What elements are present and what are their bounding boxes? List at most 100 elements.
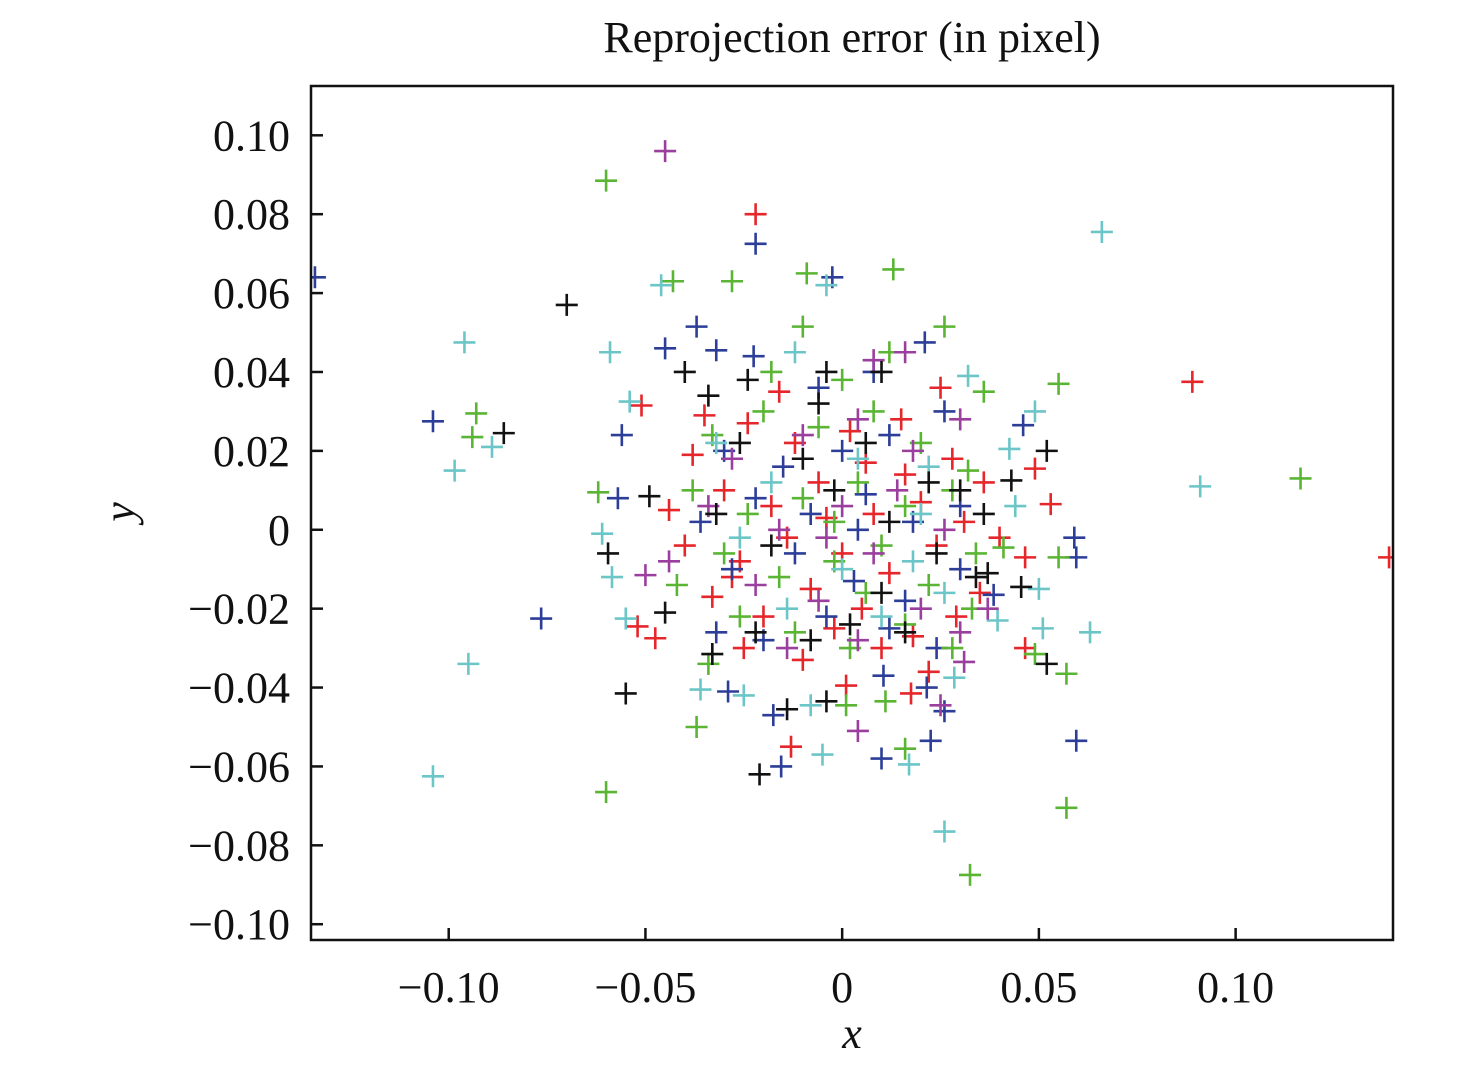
data-point — [713, 542, 736, 565]
data-point — [807, 471, 830, 494]
data-point — [744, 621, 767, 644]
data-point — [744, 573, 767, 596]
data-point — [846, 629, 869, 652]
data-point — [752, 605, 775, 628]
data-point — [972, 502, 995, 525]
data-point — [654, 337, 677, 360]
chart-title: Reprojection error (in pixel) — [603, 13, 1100, 62]
data-point — [915, 676, 938, 699]
data-point — [811, 743, 834, 766]
data-point — [913, 331, 936, 354]
data-point — [862, 349, 885, 372]
data-point — [697, 652, 720, 675]
data-point — [693, 404, 716, 427]
data-point — [949, 621, 972, 644]
data-point — [742, 345, 765, 368]
data-point — [982, 583, 1005, 606]
data-point — [728, 431, 751, 454]
data-point — [776, 698, 799, 721]
data-point — [1004, 495, 1027, 518]
data-point — [768, 518, 791, 541]
data-point — [1090, 220, 1113, 243]
data-point — [1000, 469, 1023, 492]
data-point — [780, 735, 803, 758]
data-point — [898, 753, 921, 776]
data-point — [894, 621, 917, 644]
data-point — [768, 380, 791, 403]
data-point — [614, 682, 637, 705]
data-point — [831, 439, 854, 462]
data-point — [595, 169, 618, 192]
x-axis-label: x — [841, 1009, 862, 1058]
data-point — [900, 682, 923, 705]
data-point — [1014, 637, 1037, 660]
data-point — [976, 597, 999, 620]
series-red — [626, 203, 1393, 758]
y-tick-label: −0.04 — [188, 664, 290, 713]
data-point — [831, 495, 854, 518]
data-point — [894, 589, 917, 612]
data-point — [823, 510, 846, 533]
x-tick-label: −0.05 — [595, 963, 697, 1012]
data-point — [815, 274, 838, 297]
data-point — [770, 755, 793, 778]
data-point — [823, 617, 846, 640]
data-point — [878, 617, 901, 640]
data-point — [701, 643, 724, 666]
data-point — [634, 564, 657, 587]
data-point — [685, 315, 708, 338]
data-point — [713, 479, 736, 502]
data-point — [957, 364, 980, 387]
data-point — [728, 526, 751, 549]
data-point — [1063, 526, 1086, 549]
data-point — [878, 562, 901, 585]
y-tick-label: 0.04 — [213, 348, 290, 397]
data-point — [929, 376, 952, 399]
data-point — [654, 140, 677, 163]
data-point — [791, 424, 814, 447]
data-point — [846, 447, 869, 470]
data-point — [846, 471, 869, 494]
data-point — [600, 566, 623, 589]
data-point — [791, 487, 814, 510]
data-point — [846, 408, 869, 431]
y-tick-label: −0.02 — [188, 585, 290, 634]
data-point — [311, 266, 326, 289]
data-point — [842, 570, 865, 593]
data-point — [933, 700, 956, 723]
data-point — [949, 408, 972, 431]
data-point — [839, 613, 862, 636]
data-point — [630, 394, 653, 417]
data-point — [799, 629, 822, 652]
data-point — [661, 270, 684, 293]
data-point — [597, 542, 620, 565]
data-point — [1055, 796, 1078, 819]
data-point — [815, 690, 838, 713]
data-point — [933, 820, 956, 843]
data-point — [736, 368, 759, 391]
data-point — [736, 502, 759, 525]
data-point — [1065, 729, 1088, 752]
data-point — [599, 341, 622, 364]
data-point — [968, 581, 991, 604]
data-point — [681, 479, 704, 502]
data-point — [744, 232, 767, 255]
y-axis-label: y — [95, 502, 144, 526]
data-point — [705, 431, 728, 454]
data-points — [311, 140, 1393, 886]
data-point — [953, 650, 976, 673]
data-point — [949, 479, 972, 502]
data-point — [1014, 546, 1037, 569]
data-point — [850, 597, 873, 620]
data-point — [894, 737, 917, 760]
data-point — [673, 534, 696, 557]
data-point — [744, 487, 767, 510]
y-tick-label: 0.06 — [213, 269, 290, 318]
data-point — [878, 510, 901, 533]
data-point — [1027, 577, 1050, 600]
y-tick-label: −0.10 — [188, 900, 290, 949]
data-point — [697, 384, 720, 407]
data-point — [791, 648, 814, 671]
data-point — [839, 420, 862, 443]
data-point — [650, 274, 673, 297]
